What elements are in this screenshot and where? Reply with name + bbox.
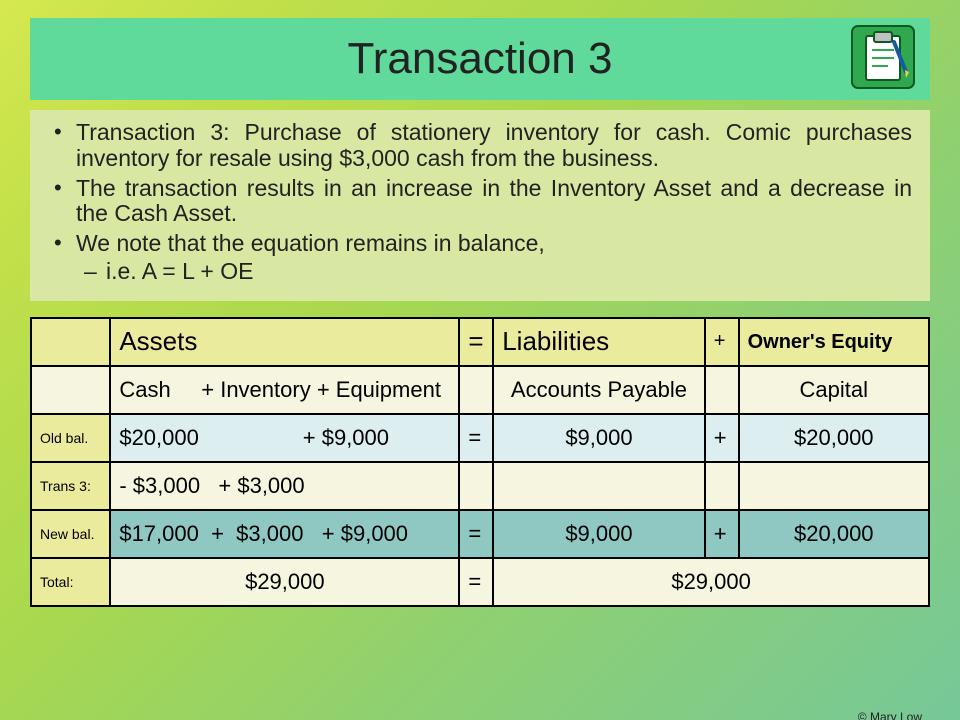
- new-liab: $9,000: [493, 510, 705, 558]
- copyright-text: © Mary Low: [858, 710, 922, 720]
- sub-assets: Cash + Inventory + Equipment: [110, 366, 459, 414]
- new-assets: $17,000 + $3,000 + $9,000: [110, 510, 459, 558]
- total-label: Total:: [31, 558, 110, 606]
- old-label: Old bal.: [31, 414, 110, 462]
- table-subheader-row: Cash + Inventory + Equipment Accounts Pa…: [31, 366, 929, 414]
- trans-label: Trans 3:: [31, 462, 110, 510]
- trans-oe: [739, 462, 929, 510]
- old-liab: $9,000: [493, 414, 705, 462]
- clipboard-icon: [850, 24, 916, 90]
- sub-liab: Accounts Payable: [493, 366, 705, 414]
- body-text-box: Transaction 3: Purchase of stationery in…: [30, 110, 930, 301]
- row-transaction: Trans 3: - $3,000 + $3,000: [31, 462, 929, 510]
- title-bar: Transaction 3: [30, 18, 930, 100]
- new-eq: =: [459, 510, 493, 558]
- old-assets: $20,000 + $9,000: [110, 414, 459, 462]
- hdr-plus: +: [705, 318, 739, 366]
- row-old-balance: Old bal. $20,000 + $9,000 = $9,000 + $20…: [31, 414, 929, 462]
- slide: Transaction 3 Transaction 3: Purchase of…: [0, 18, 960, 720]
- sub-list: i.e. A = L + OE: [76, 259, 912, 285]
- row-new-balance: New bal. $17,000 + $3,000 + $9,000 = $9,…: [31, 510, 929, 558]
- accounting-table-wrap: Assets = Liabilities + Owner's Equity Ca…: [30, 317, 930, 607]
- old-eq: =: [459, 414, 493, 462]
- row-total: Total: $29,000 = $29,000: [31, 558, 929, 606]
- slide-title: Transaction 3: [348, 34, 613, 84]
- total-liab-oe: $29,000: [493, 558, 929, 606]
- trans-eq: [459, 462, 493, 510]
- bullet-1: Transaction 3: Purchase of stationery in…: [48, 120, 912, 172]
- trans-liab: [493, 462, 705, 510]
- bullet-3-text: We note that the equation remains in bal…: [76, 230, 545, 256]
- total-eq: =: [459, 558, 493, 606]
- new-plus: +: [705, 510, 739, 558]
- bullet-2: The transaction results in an increase i…: [48, 176, 912, 228]
- hdr-assets: Assets: [110, 318, 459, 366]
- trans-plus: [705, 462, 739, 510]
- sub-blank: [31, 366, 110, 414]
- old-oe: $20,000: [739, 414, 929, 462]
- hdr-liabilities: Liabilities: [493, 318, 705, 366]
- bullet-3: We note that the equation remains in bal…: [48, 231, 912, 285]
- new-oe: $20,000: [739, 510, 929, 558]
- sub-plus: [705, 366, 739, 414]
- old-plus: +: [705, 414, 739, 462]
- table-header-row: Assets = Liabilities + Owner's Equity: [31, 318, 929, 366]
- accounting-table: Assets = Liabilities + Owner's Equity Ca…: [30, 317, 930, 607]
- sub-oe: Capital: [739, 366, 929, 414]
- sub-eq: [459, 366, 493, 414]
- hdr-blank: [31, 318, 110, 366]
- bullet-list: Transaction 3: Purchase of stationery in…: [48, 120, 912, 285]
- total-assets: $29,000: [110, 558, 459, 606]
- hdr-owners-equity: Owner's Equity: [739, 318, 929, 366]
- trans-assets: - $3,000 + $3,000: [110, 462, 459, 510]
- hdr-eq: =: [459, 318, 493, 366]
- new-label: New bal.: [31, 510, 110, 558]
- bullet-3-sub: i.e. A = L + OE: [76, 259, 912, 285]
